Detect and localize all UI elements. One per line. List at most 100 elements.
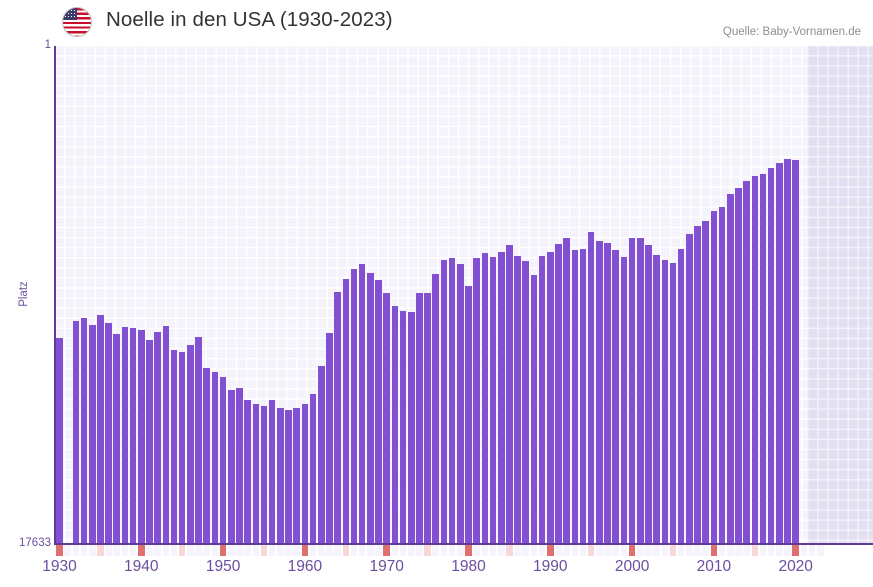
- bar[interactable]: [694, 226, 701, 544]
- bar[interactable]: [72, 320, 80, 544]
- bar[interactable]: [726, 193, 734, 544]
- bar[interactable]: [277, 407, 284, 544]
- bar[interactable]: [587, 231, 595, 544]
- bar[interactable]: [342, 279, 350, 544]
- bar[interactable]: [334, 291, 341, 544]
- bar[interactable]: [416, 292, 423, 544]
- bar[interactable]: [530, 274, 538, 544]
- bar[interactable]: [268, 399, 276, 544]
- bar[interactable]: [457, 263, 464, 544]
- bar[interactable]: [129, 328, 137, 544]
- bar[interactable]: [383, 292, 390, 544]
- bar[interactable]: [211, 372, 219, 544]
- bar[interactable]: [367, 272, 374, 544]
- bar[interactable]: [489, 256, 497, 544]
- bar[interactable]: [350, 269, 358, 544]
- bar[interactable]: [661, 260, 669, 544]
- bar[interactable]: [113, 334, 121, 544]
- bar[interactable]: [620, 256, 628, 544]
- bar[interactable]: [735, 187, 742, 544]
- bar[interactable]: [260, 405, 268, 544]
- x-tick-swatch: [146, 545, 153, 556]
- bar[interactable]: [596, 241, 603, 544]
- bar[interactable]: [170, 349, 178, 544]
- bar[interactable]: [538, 256, 546, 544]
- bar[interactable]: [399, 311, 407, 544]
- bar[interactable]: [195, 336, 202, 544]
- bar[interactable]: [88, 324, 96, 544]
- bar[interactable]: [710, 211, 718, 544]
- bar[interactable]: [759, 174, 767, 544]
- bar[interactable]: [391, 306, 399, 544]
- bar[interactable]: [121, 327, 129, 544]
- x-tick-swatch: [162, 545, 170, 556]
- bar[interactable]: [138, 329, 145, 544]
- bar[interactable]: [628, 238, 636, 544]
- bar[interactable]: [767, 167, 775, 544]
- bar[interactable]: [432, 274, 440, 544]
- bar[interactable]: [301, 404, 309, 544]
- bar[interactable]: [465, 285, 472, 544]
- bar[interactable]: [244, 400, 251, 544]
- bar[interactable]: [776, 162, 783, 544]
- bar[interactable]: [236, 387, 243, 544]
- bar[interactable]: [178, 351, 186, 544]
- bar[interactable]: [252, 403, 260, 544]
- bar[interactable]: [146, 339, 153, 544]
- x-tick-swatch: [612, 545, 620, 556]
- bar[interactable]: [473, 258, 480, 544]
- bar[interactable]: [326, 333, 333, 544]
- bar[interactable]: [686, 233, 693, 544]
- x-tick-swatch: [407, 545, 415, 556]
- x-tick-swatch: [236, 545, 243, 556]
- x-tick-swatch: [759, 545, 767, 556]
- bar[interactable]: [285, 410, 292, 544]
- bar[interactable]: [407, 311, 415, 544]
- y-axis-top-label: 1: [44, 39, 51, 51]
- bar[interactable]: [792, 159, 799, 544]
- bar[interactable]: [669, 263, 677, 544]
- bar[interactable]: [309, 394, 317, 544]
- source-label: Quelle: Baby-Vornamen.de: [722, 26, 861, 38]
- bar[interactable]: [440, 259, 448, 544]
- bar[interactable]: [162, 326, 170, 544]
- bar[interactable]: [677, 248, 685, 544]
- bar[interactable]: [375, 279, 382, 544]
- bar[interactable]: [187, 344, 194, 544]
- bar[interactable]: [571, 250, 579, 544]
- bar[interactable]: [743, 181, 750, 544]
- bar[interactable]: [645, 244, 652, 544]
- bar[interactable]: [612, 250, 620, 544]
- bar[interactable]: [293, 408, 300, 544]
- bar[interactable]: [579, 249, 587, 544]
- bar[interactable]: [784, 159, 791, 544]
- bar[interactable]: [80, 318, 88, 544]
- bar[interactable]: [497, 252, 505, 544]
- bar[interactable]: [448, 257, 456, 544]
- bar[interactable]: [514, 256, 521, 544]
- bar[interactable]: [702, 220, 709, 544]
- bar[interactable]: [555, 244, 562, 544]
- bar[interactable]: [481, 252, 489, 544]
- bar[interactable]: [604, 242, 611, 544]
- bar[interactable]: [653, 254, 660, 544]
- bar[interactable]: [522, 260, 530, 544]
- bar[interactable]: [203, 367, 211, 544]
- bar[interactable]: [56, 337, 63, 544]
- bar[interactable]: [219, 376, 227, 544]
- bar[interactable]: [506, 244, 513, 544]
- bar[interactable]: [547, 251, 554, 544]
- x-tick-swatch: [448, 545, 456, 556]
- bar[interactable]: [154, 332, 161, 544]
- bar[interactable]: [718, 206, 726, 544]
- bar[interactable]: [97, 314, 104, 544]
- bar[interactable]: [317, 365, 325, 544]
- bar[interactable]: [751, 176, 759, 544]
- bar[interactable]: [358, 264, 366, 544]
- bar[interactable]: [424, 292, 431, 544]
- bar[interactable]: [105, 322, 112, 544]
- bar[interactable]: [563, 238, 570, 544]
- x-tick-swatch: [604, 545, 611, 556]
- bar[interactable]: [636, 238, 644, 544]
- bar[interactable]: [227, 390, 235, 544]
